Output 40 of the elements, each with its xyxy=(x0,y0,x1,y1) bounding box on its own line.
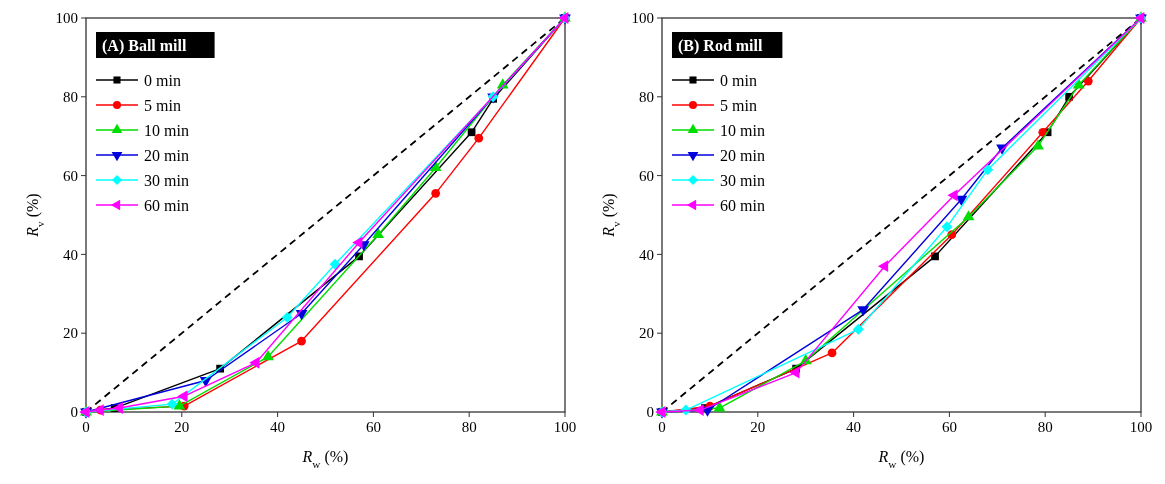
legend-label: 60 min xyxy=(720,196,765,214)
x-axis-title: R$_{w}$ (%) xyxy=(877,448,925,470)
x-tick-label: 100 xyxy=(553,419,577,435)
legend-label: 10 min xyxy=(144,121,189,139)
y-tick-label: 0 xyxy=(646,404,654,421)
y-tick-label: 60 xyxy=(639,167,654,184)
legend-label: 30 min xyxy=(144,171,189,189)
y-tick-label: 60 xyxy=(63,167,78,184)
x-tick-label: 80 xyxy=(461,419,477,435)
x-tick-label: 60 xyxy=(941,419,957,435)
y-tick-label: 80 xyxy=(639,89,654,106)
legend-label: 0 min xyxy=(144,71,181,89)
legend-label: 20 min xyxy=(144,146,189,164)
x-tick-label: 20 xyxy=(174,419,190,435)
legend-label: 60 min xyxy=(144,196,189,214)
x-tick-label: 60 xyxy=(365,419,381,435)
x-tick-label: 100 xyxy=(1129,419,1153,435)
legend-label: 0 min xyxy=(720,71,757,89)
x-axis-title: R$_{w}$ (%) xyxy=(301,448,349,470)
x-tick-label: 20 xyxy=(750,419,766,435)
x-tick-label: 0 xyxy=(658,419,666,435)
x-tick-label: 40 xyxy=(846,419,862,435)
x-tick-label: 80 xyxy=(1037,419,1053,435)
x-tick-label: 0 xyxy=(82,419,90,435)
y-tick-label: 0 xyxy=(70,404,78,421)
y-tick-label: 100 xyxy=(55,10,78,27)
y-tick-label: 40 xyxy=(63,246,78,263)
legend-label: 20 min xyxy=(720,146,765,164)
legend-label: 5 min xyxy=(720,96,757,114)
legend-label: 10 min xyxy=(720,121,765,139)
y-tick-label: 20 xyxy=(639,325,654,342)
y-tick-label: 80 xyxy=(63,89,78,106)
x-tick-label: 40 xyxy=(270,419,286,435)
y-tick-label: 100 xyxy=(631,10,654,27)
legend-label: 30 min xyxy=(720,171,765,189)
legend-label: 5 min xyxy=(144,96,181,114)
text: (A) Ball mill xyxy=(102,37,187,55)
y-tick-label: 20 xyxy=(63,325,78,342)
y-tick-label: 40 xyxy=(639,246,654,263)
text: (B) Rod mill xyxy=(678,37,763,55)
